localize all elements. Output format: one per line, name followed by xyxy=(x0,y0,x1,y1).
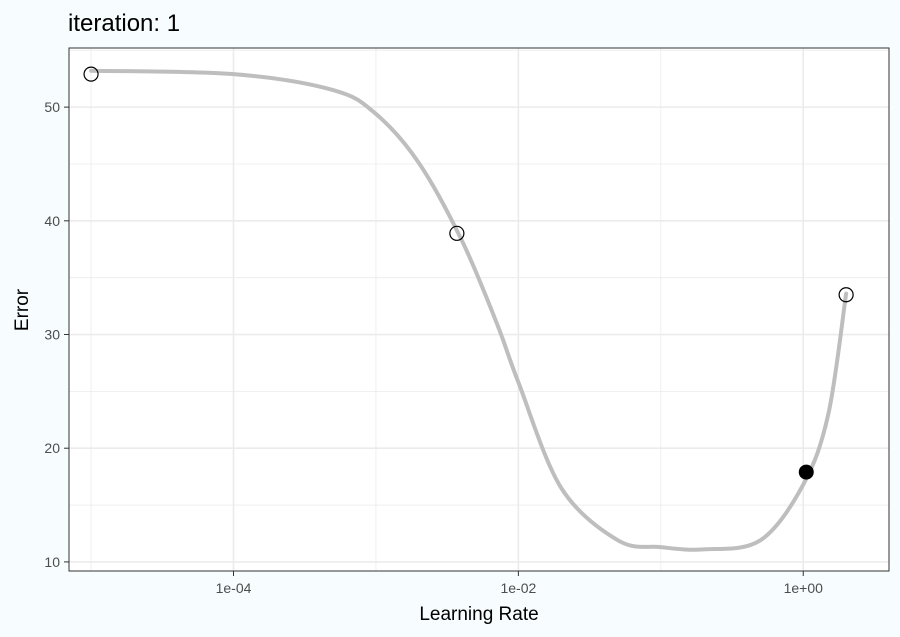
y-tick-label: 20 xyxy=(44,440,60,456)
x-axis-ticks: 1e-04 1e-02 1e+00 xyxy=(216,571,824,596)
chart-title: iteration: 1 xyxy=(68,10,180,37)
y-axis-title: Error xyxy=(12,288,33,331)
data-points xyxy=(83,66,854,480)
plot-panel xyxy=(69,48,889,571)
y-axis-ticks: 10 20 30 40 50 xyxy=(44,99,69,570)
data-point-open xyxy=(449,225,465,241)
y-tick-label: 10 xyxy=(44,554,60,570)
data-point-filled xyxy=(798,464,814,480)
x-tick-label: 1e-04 xyxy=(216,580,252,596)
x-axis-title: Learning Rate xyxy=(419,604,538,625)
grid-major xyxy=(69,48,889,571)
data-point-open xyxy=(838,287,854,303)
error-curve xyxy=(89,68,849,552)
data-point-open xyxy=(83,66,99,82)
x-tick-label: 1e-02 xyxy=(500,580,536,596)
y-tick-label: 30 xyxy=(44,327,60,343)
x-tick-label: 1e+00 xyxy=(784,580,824,596)
panel-border xyxy=(68,47,890,572)
y-tick-label: 50 xyxy=(44,99,60,115)
y-tick-label: 40 xyxy=(44,213,60,229)
